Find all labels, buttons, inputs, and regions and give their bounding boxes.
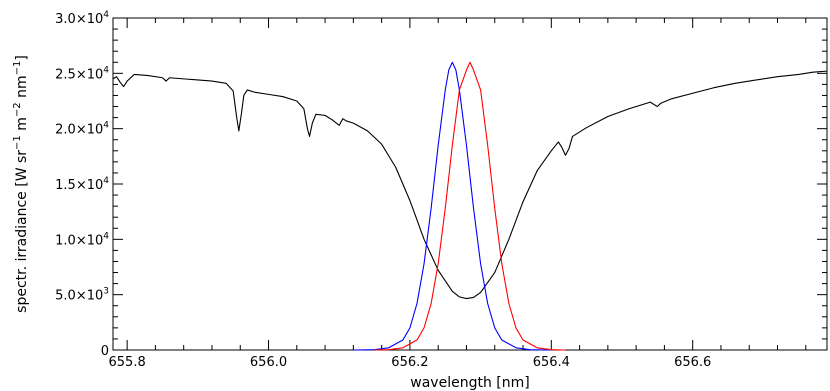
- y-tick-labels: 0 5.0×103 1.0×104 1.5×104 2.0×104 2.5×104 3.0×…: [55, 10, 109, 359]
- x-tick-label: 656.6: [674, 355, 711, 370]
- series-line-0: [112, 70, 828, 300]
- y-tick-label: 2.5×104: [55, 65, 109, 82]
- x-tick-label: 656.2: [391, 355, 428, 370]
- plot-frame: [112, 17, 828, 351]
- tick-marks: [113, 17, 827, 351]
- y-tick-label: 0: [101, 344, 109, 359]
- y-tick-label: 3.0×104: [55, 10, 109, 27]
- x-tick-label: 655.8: [109, 355, 146, 370]
- series-lines: [112, 61, 828, 351]
- y-tick-label: 1.5×104: [55, 176, 109, 193]
- x-tick-labels: 655.8 656.0 656.2 656.4 656.6: [109, 355, 712, 370]
- series-line-1: [353, 61, 552, 351]
- series-line-2: [374, 61, 566, 351]
- x-tick-label: 656.0: [250, 355, 287, 370]
- y-axis-label: spectr. irradiance [W sr−1 m−2 nm−1]: [12, 55, 30, 313]
- y-tick-label: 2.0×104: [55, 121, 109, 138]
- y-tick-label: 5.0×103: [55, 287, 109, 304]
- x-tick-label: 656.4: [533, 355, 570, 370]
- x-axis-label: wavelength [nm]: [410, 375, 529, 391]
- y-tick-label: 1.0×104: [55, 231, 109, 248]
